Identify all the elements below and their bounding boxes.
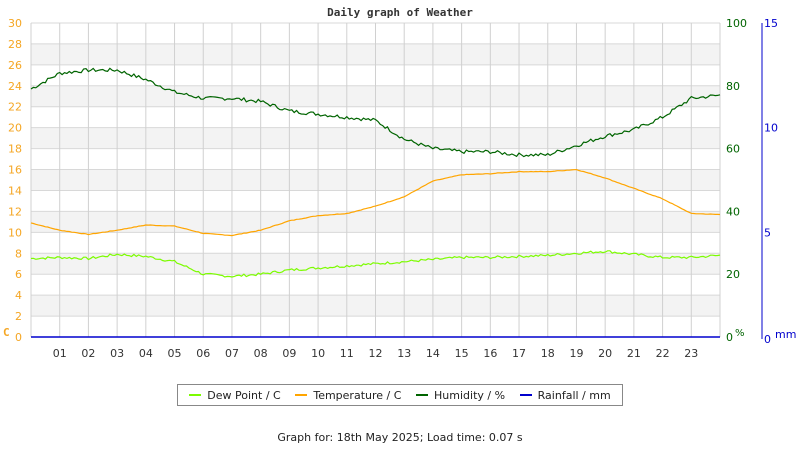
hour-tick-label: 04 bbox=[139, 347, 153, 360]
temperature-swatch-icon bbox=[295, 394, 308, 396]
temperature-tick-label: 20 bbox=[8, 122, 22, 135]
humidity-line bbox=[30, 67, 721, 158]
rainfall-tick-label: 0 bbox=[764, 333, 771, 346]
hour-tick-label: 06 bbox=[196, 347, 210, 360]
humidity-tick-label: 0 bbox=[726, 331, 733, 344]
rainfall-tick-label: 5 bbox=[764, 226, 771, 239]
temperature-tick-label: 18 bbox=[8, 143, 22, 156]
hour-tick-label: 09 bbox=[282, 347, 296, 360]
temperature-tick-label: 8 bbox=[15, 247, 22, 260]
hour-tick-label: 01 bbox=[53, 347, 67, 360]
humidity-tick-label: 20 bbox=[726, 268, 740, 281]
hour-tick-label: 12 bbox=[369, 347, 383, 360]
hour-tick-label: 08 bbox=[254, 347, 268, 360]
dew-point-line bbox=[30, 250, 721, 278]
hour-tick-label: 22 bbox=[656, 347, 670, 360]
humidity-swatch-icon bbox=[416, 394, 429, 396]
temperature-tick-label: 26 bbox=[8, 59, 22, 72]
dew-point-swatch-icon bbox=[189, 394, 202, 396]
hour-tick-label: 14 bbox=[426, 347, 440, 360]
legend-label: Dew Point / C bbox=[207, 388, 281, 402]
legend-item-dew-point: Dew Point / C bbox=[189, 388, 281, 402]
hour-tick-label: 23 bbox=[684, 347, 698, 360]
temperature-tick-label: 24 bbox=[8, 80, 22, 93]
humidity-tick-label: 80 bbox=[726, 80, 740, 93]
humidity-tick-label: 40 bbox=[726, 205, 740, 218]
legend-item-humidity: Humidity / % bbox=[416, 389, 505, 402]
temperature-tick-label: 14 bbox=[8, 184, 22, 197]
hour-tick-label: 02 bbox=[81, 347, 95, 360]
rainfall-tick-label: 10 bbox=[764, 122, 778, 135]
hour-tick-label: 13 bbox=[397, 347, 411, 360]
temperature-tick-label: 28 bbox=[8, 38, 22, 51]
humidity-tick-label: 100 bbox=[726, 17, 747, 30]
humidity-tick-label: 60 bbox=[726, 143, 740, 156]
hour-tick-label: 15 bbox=[455, 347, 469, 360]
temperature-tick-label: 4 bbox=[15, 289, 22, 302]
hour-tick-label: 16 bbox=[483, 347, 497, 360]
temperature-tick-label: 30 bbox=[8, 17, 22, 30]
hour-tick-label: 07 bbox=[225, 347, 239, 360]
temperature-tick-label: 0 bbox=[15, 331, 22, 344]
hour-tick-label: 20 bbox=[598, 347, 612, 360]
humidity-axis: 0 20 40 60 80 100% bbox=[726, 17, 747, 344]
data-series bbox=[30, 67, 721, 338]
rainfall-tick-label: 15 bbox=[764, 17, 778, 30]
temperature-tick-label: 2 bbox=[15, 310, 22, 323]
graph-info-footer: Graph for: 18th May 2025; Load time: 0.0… bbox=[277, 431, 523, 444]
hour-tick-label: 05 bbox=[168, 347, 182, 360]
hour-tick-label: 21 bbox=[627, 347, 641, 360]
rainfall-axis: 0 5 10 15 mm bbox=[761, 17, 796, 346]
hour-tick-label: 11 bbox=[340, 347, 354, 360]
humidity-unit-label: % bbox=[735, 328, 745, 339]
hour-axis: 01 02 03 04 05 06 07 08 09 10 11 12 13 14 15 16 17 18 19 20… bbox=[53, 347, 699, 360]
legend-item-rainfall: Rainfall / mm bbox=[519, 388, 611, 402]
temperature-tick-label: 10 bbox=[8, 226, 22, 239]
temperature-tick-label: 6 bbox=[15, 268, 22, 281]
hour-tick-label: 03 bbox=[110, 347, 124, 360]
hour-tick-label: 10 bbox=[311, 347, 325, 360]
temperature-tick-label: 12 bbox=[8, 205, 22, 218]
rainfall-unit-label: mm bbox=[775, 328, 796, 341]
hour-tick-label: 18 bbox=[541, 347, 555, 360]
hour-tick-label: 19 bbox=[569, 347, 583, 360]
chart-title: Daily graph of Weather bbox=[327, 6, 473, 19]
temperature-tick-label: 16 bbox=[8, 164, 22, 177]
legend-label: Rainfall / mm bbox=[537, 388, 611, 402]
legend-label: Humidity / % bbox=[434, 388, 506, 402]
rainfall-swatch-icon bbox=[519, 394, 532, 396]
temperature-unit-label: C bbox=[3, 326, 10, 339]
hour-tick-label: 17 bbox=[512, 347, 526, 360]
legend-label: Temperature / C bbox=[313, 388, 402, 402]
legend-item-temperature: Temperature / C bbox=[295, 389, 401, 402]
chart-legend: Dew Point / C Temperature / C Humidity /… bbox=[177, 384, 623, 406]
temperature-line bbox=[30, 168, 721, 237]
temperature-tick-label: 22 bbox=[8, 101, 22, 114]
